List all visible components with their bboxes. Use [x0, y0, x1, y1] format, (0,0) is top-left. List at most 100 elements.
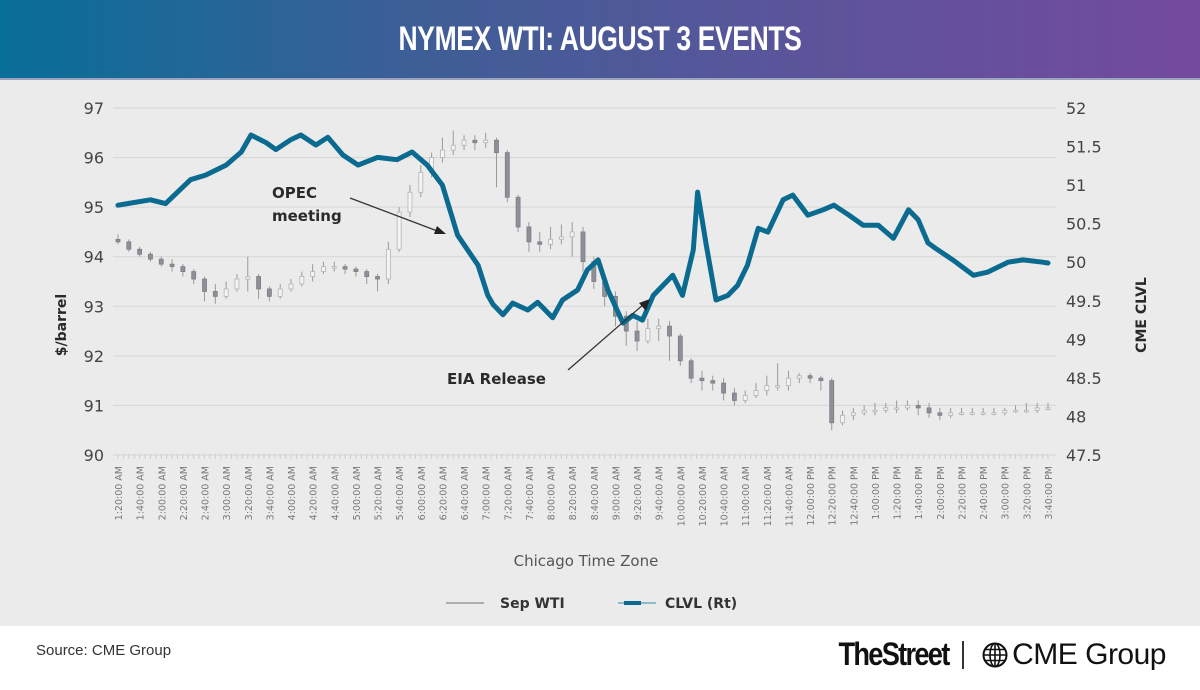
wti-candle-body [375, 276, 380, 280]
y-tick-left: 95 [84, 198, 104, 217]
wti-candle-body [861, 409, 867, 414]
wti-candle-body [667, 325, 672, 337]
wti-candle-body [299, 276, 305, 285]
x-tick-label: 7:20:00 AM [503, 466, 514, 520]
x-tick-label: 3:20:00 PM [1022, 466, 1033, 520]
wti-candle-body [1023, 409, 1029, 413]
x-tick-label: 9:20:00 AM [633, 466, 644, 520]
x-tick-label: 1:20:00 AM [114, 466, 125, 520]
wti-candle-body [1013, 409, 1018, 413]
chart-svg: 97 96 95 94 93 92 91 90 52 51.5 51 50.5 50 49.5 49 48.… [54, 99, 1150, 612]
x-tick-label: 4:20:00 AM [309, 466, 320, 520]
x-tick-label: 10:00:00 AM [676, 466, 687, 526]
x-tick-label: 6:20:00 AM [438, 466, 449, 520]
y-tick-right: 52 [1066, 99, 1086, 118]
cme-group-logo: CME Group [1012, 637, 1166, 671]
wti-candle-body [353, 268, 359, 272]
y-axis-right-label: CME CLVL [1134, 277, 1150, 353]
y-axis-left-label: $/barrel [54, 294, 70, 356]
wti-candle-body [342, 266, 348, 270]
y-tick-left: 92 [84, 347, 104, 366]
x-tick-label: 1:20:00 PM [893, 466, 904, 520]
wti-candle-body [634, 330, 640, 342]
y-tick-right: 50 [1066, 253, 1086, 272]
wti-candle-body [699, 377, 705, 382]
wti-candle-body [1034, 407, 1040, 411]
wti-candle-body [742, 395, 748, 401]
wti-candle-body [407, 191, 413, 213]
y-tick-left: 91 [84, 396, 104, 415]
x-axis: 1:20:00 AM 1:40:00 AM 2:00:00 AM 2:20:00 AM… [114, 454, 1055, 526]
x-tick-label: 6:40:00 AM [460, 466, 471, 520]
wti-candle-body [396, 211, 402, 250]
wti-candle-body [180, 266, 186, 272]
wti-candle-body [515, 196, 521, 228]
wti-candle-body [558, 236, 564, 240]
legend-label-clvl: CLVL (Rt) [665, 596, 737, 612]
chart-title: NYMEX WTI: AUGUST 3 EVENTS [398, 20, 802, 58]
wti-candle-body [753, 390, 759, 396]
wti-candle-body [580, 231, 586, 263]
y-tick-right: 51.5 [1066, 138, 1102, 157]
x-tick-label: 3:00:00 AM [222, 466, 233, 520]
x-tick-label: 2:40:00 PM [979, 466, 990, 520]
x-tick-label: 2:40:00 AM [201, 466, 212, 520]
wti-candle-body [461, 139, 467, 146]
x-tick-label: 11:40:00 AM [784, 466, 795, 526]
x-tick-label: 1:00:00 PM [871, 466, 882, 520]
wti-candle-body [234, 278, 240, 290]
x-tick-label: 2:00:00 PM [936, 466, 947, 520]
wti-candle-body [786, 377, 791, 386]
source-note: Source: CME Group [36, 642, 172, 659]
x-tick-label: 5:40:00 AM [395, 466, 406, 520]
wti-candle-body [158, 258, 164, 265]
wti-candle-body [472, 139, 478, 144]
wti-candle-body [948, 412, 954, 416]
clvl-line [115, 132, 1051, 326]
x-tick-label: 3:40:00 AM [265, 466, 276, 520]
x-tick-label: 11:00:00 AM [741, 466, 752, 526]
wti-candle-body [494, 139, 499, 154]
x-tick-label: 1:40:00 PM [914, 466, 925, 520]
thestreet-logo: TheStreet [837, 636, 950, 672]
wti-candle-body [126, 241, 132, 250]
x-tick-label: 10:40:00 AM [720, 466, 731, 526]
x-tick-label: 12:40:00 PM [849, 466, 860, 526]
wti-candle-body [569, 231, 575, 238]
x-tick-label: 7:40:00 AM [525, 466, 536, 520]
wti-candle-body [645, 328, 651, 342]
wti-candle-body [850, 412, 856, 416]
y-tick-right: 49 [1066, 330, 1086, 349]
wti-candle-body [656, 325, 662, 329]
x-tick-label: 11:20:00 AM [763, 466, 774, 526]
wti-candle-body [915, 405, 921, 409]
x-tick-label: 6:00:00 AM [417, 466, 428, 520]
annotation-opec-arrow [349, 197, 441, 233]
wti-candle-body [969, 412, 975, 415]
y-tick-right: 51 [1066, 176, 1086, 195]
wti-candle-body [148, 253, 153, 260]
legend: Sep WTI CLVL (Rt) [446, 596, 737, 612]
wti-candle-body [872, 409, 878, 413]
x-axis-label: Chicago Time Zone [514, 552, 659, 570]
wti-candle-body [677, 335, 683, 362]
wti-candle-body [483, 139, 489, 144]
wti-candle-body [1002, 409, 1008, 414]
wti-candle-body [266, 288, 272, 297]
x-tick-label: 10:20:00 AM [698, 466, 709, 526]
x-tick-label: 8:20:00 AM [568, 466, 579, 520]
x-tick-label: 8:00:00 AM [547, 466, 558, 520]
wti-candle-body [721, 382, 726, 394]
y-axis-right: 52 51.5 51 50.5 50 49.5 49 48.5 48 47.5 [1066, 99, 1102, 465]
wti-candle-body [212, 291, 218, 297]
y-tick-right: 48.5 [1066, 369, 1102, 388]
wti-candle-body [504, 152, 510, 198]
grid-lines [113, 107, 1056, 456]
wti-candle-body [688, 360, 694, 379]
logos: TheStreet CME Group [819, 636, 1167, 673]
wti-candle-body [883, 407, 889, 411]
annotation-opec-arrowhead [434, 226, 446, 234]
footer: Source: CME Group TheStreet CME Group [0, 626, 1200, 690]
wti-candle-body [385, 248, 391, 280]
annotation-eia: EIA Release [447, 370, 546, 388]
